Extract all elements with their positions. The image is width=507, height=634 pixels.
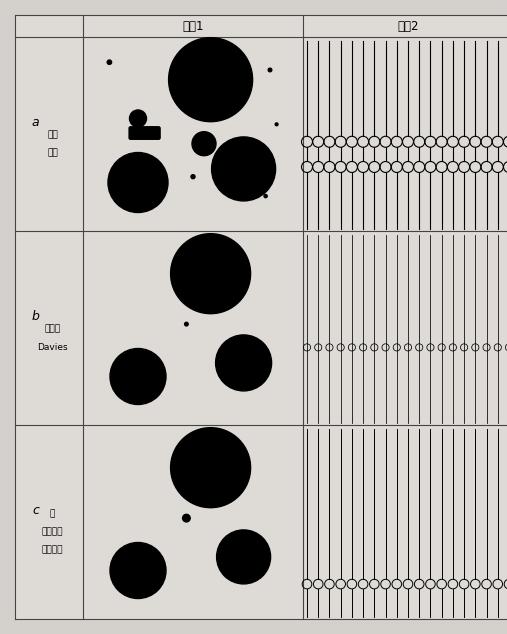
Circle shape [268,68,272,72]
Circle shape [215,335,272,391]
Circle shape [170,234,250,314]
Circle shape [211,137,276,201]
Circle shape [169,37,252,122]
Circle shape [110,349,166,404]
Circle shape [191,175,195,179]
Circle shape [183,514,190,522]
Text: 本发明的: 本发明的 [42,545,63,555]
Circle shape [108,153,168,212]
Text: 四步法: 四步法 [44,325,60,333]
FancyBboxPatch shape [129,127,160,139]
Circle shape [275,123,278,126]
Circle shape [170,428,250,508]
Circle shape [192,132,216,156]
Text: c: c [32,503,39,517]
Text: 法: 法 [50,510,55,519]
Text: 示例1: 示例1 [182,20,204,32]
FancyBboxPatch shape [244,185,256,191]
Circle shape [110,543,166,598]
Circle shape [216,530,271,584]
Text: 改进型方: 改进型方 [42,527,63,536]
Text: b: b [31,309,40,323]
Circle shape [264,195,267,198]
Text: 原图: 原图 [47,148,58,157]
Circle shape [129,110,147,127]
Circle shape [107,60,112,65]
Text: 示例2: 示例2 [397,20,419,32]
Text: 输入: 输入 [47,131,58,139]
Circle shape [185,322,188,326]
Text: Davies: Davies [37,342,68,351]
Text: a: a [31,115,39,129]
